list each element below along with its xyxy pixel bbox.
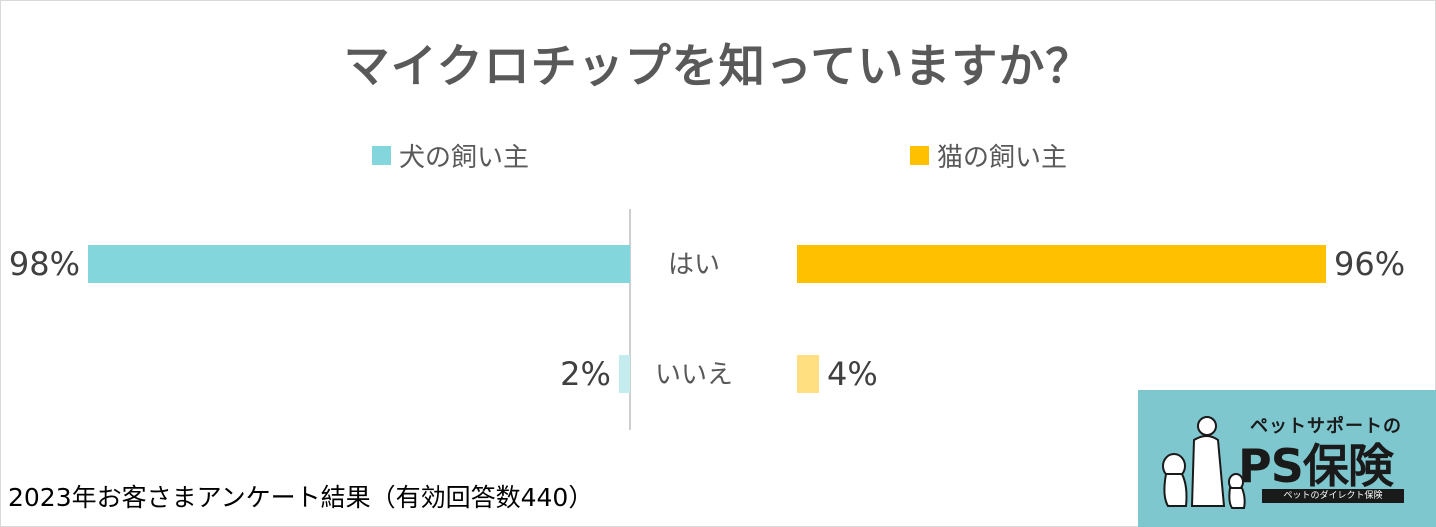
- data-label-cat-1: 4%: [827, 355, 878, 393]
- data-label-cat-0: 96%: [1334, 245, 1405, 283]
- data-label-dog-0: 98%: [9, 245, 80, 283]
- chart-title: マイクロチップを知っていますか？: [343, 39, 1093, 93]
- legend-swatch-dog: [372, 146, 391, 165]
- survey-footnote: 2023年お客さまアンケート結果（有効回答数440）: [8, 483, 594, 512]
- logo-subtitle: ペットのダイレクト保険: [1262, 489, 1404, 503]
- legend-swatch-cat: [910, 146, 929, 165]
- data-label-dog-1: 2%: [560, 355, 611, 393]
- bar-dog-1: [618, 355, 630, 393]
- bar-cat-0: [797, 245, 1326, 283]
- bar-dog-0: [88, 245, 630, 283]
- category-label-0: はい: [668, 250, 720, 280]
- logo-tagline: ペットサポートの: [1250, 416, 1402, 437]
- pet-owner-illustration-icon: [1162, 416, 1246, 509]
- legend-item-cat-owners: 猫の飼い主: [910, 137, 1067, 174]
- legend-label-cat: 猫の飼い主: [937, 143, 1068, 173]
- ps-insurance-logo: ペットサポートの PS保険 ペットのダイレクト保険: [1138, 390, 1436, 527]
- legend-item-dog-owners: 犬の飼い主: [372, 137, 529, 174]
- category-label-1: いいえ: [655, 360, 733, 390]
- legend-label-dog: 犬の飼い主: [399, 143, 530, 173]
- bar-cat-1: [797, 355, 820, 393]
- logo-brand-name: PS保険: [1238, 439, 1394, 493]
